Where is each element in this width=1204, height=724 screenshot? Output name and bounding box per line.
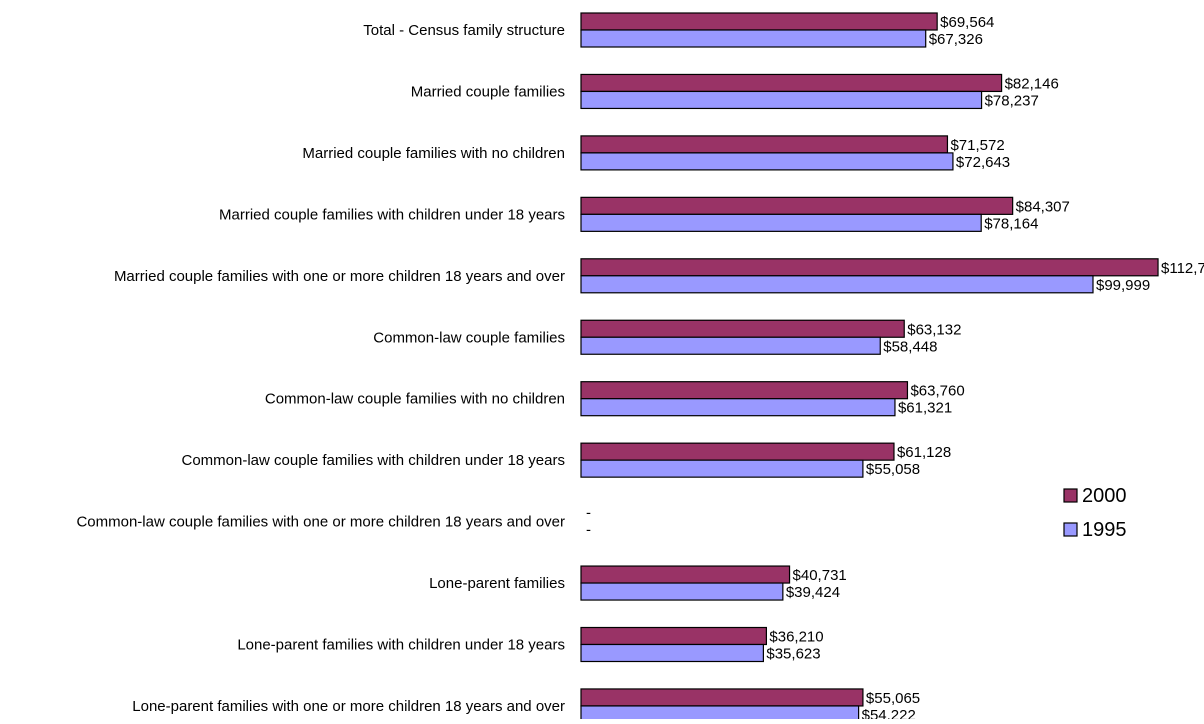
bar-1995 xyxy=(580,582,784,601)
data-label-2000: $112,701 xyxy=(1161,260,1204,277)
data-label-1995: $55,058 xyxy=(866,461,920,478)
category-label: Married couple families xyxy=(411,83,565,100)
bar-2000 xyxy=(580,688,864,707)
bar-1995 xyxy=(580,705,860,724)
bar-1995 xyxy=(580,398,896,417)
bar-2000 xyxy=(580,196,1014,215)
data-label-2000: $36,210 xyxy=(769,629,823,646)
data-label-1995: $78,237 xyxy=(985,92,1039,109)
data-label-1995: $35,623 xyxy=(766,646,820,663)
data-label-1995: $54,222 xyxy=(862,707,916,719)
bar-2000 xyxy=(580,626,767,646)
data-label-1995: $78,164 xyxy=(984,215,1038,232)
data-label-2000: $61,128 xyxy=(897,444,951,461)
bar-2000 xyxy=(580,73,1003,93)
data-label-1995: $72,643 xyxy=(956,154,1010,171)
data-label-2000: $71,572 xyxy=(950,137,1004,154)
legend: 2000 1995 xyxy=(1063,485,1127,541)
category-label: Common-law couple families with children… xyxy=(181,452,565,469)
category-label: Common-law couple families with no child… xyxy=(265,391,565,408)
legend-label-1995: 1995 xyxy=(1082,519,1127,541)
bar-1995 xyxy=(580,213,982,232)
bar-2000 xyxy=(580,135,949,154)
category-label: Married couple families with no children xyxy=(302,145,565,162)
category-label: Lone-parent families with children under… xyxy=(237,637,565,654)
data-label-2000: $55,065 xyxy=(866,690,920,707)
data-label-1995: $67,326 xyxy=(929,31,983,48)
legend-swatch-2000 xyxy=(1063,488,1078,503)
data-label-1995: - xyxy=(586,522,591,539)
data-label-2000: $63,760 xyxy=(910,383,964,400)
category-label: Married couple families with children un… xyxy=(219,206,565,223)
data-label-2000: $69,564 xyxy=(940,14,994,31)
data-label-2000: - xyxy=(586,505,591,522)
data-label-1995: $58,448 xyxy=(883,338,937,355)
bar-1995 xyxy=(580,275,1094,294)
bar-1995 xyxy=(580,152,954,171)
bar-1995 xyxy=(580,459,864,478)
data-label-1995: $39,424 xyxy=(786,584,840,601)
category-label: Lone-parent families xyxy=(429,575,565,592)
data-label-1995: $61,321 xyxy=(898,400,952,417)
data-label-2000: $63,132 xyxy=(907,321,961,338)
legend-swatch-1995 xyxy=(1063,522,1078,537)
bar-2000 xyxy=(580,12,938,31)
bar-1995 xyxy=(580,29,927,48)
bar-1995 xyxy=(580,90,983,110)
category-label: Common-law couple families with one or m… xyxy=(76,514,565,531)
category-label: Lone-parent families with one or more ch… xyxy=(132,698,565,715)
bar-2000 xyxy=(580,319,905,338)
bar-2000 xyxy=(580,258,1159,277)
bar-2000 xyxy=(580,442,895,461)
bar-2000 xyxy=(580,381,909,400)
bar-2000 xyxy=(580,565,791,584)
data-label-1995: $99,999 xyxy=(1096,277,1150,294)
legend-label-2000: 2000 xyxy=(1082,485,1127,507)
bar-1995 xyxy=(580,336,881,355)
data-label-2000: $84,307 xyxy=(1016,198,1070,215)
category-label: Common-law couple families xyxy=(373,329,565,346)
bar-1995 xyxy=(580,643,764,663)
category-label: Married couple families with one or more… xyxy=(114,268,565,285)
data-label-2000: $40,731 xyxy=(793,567,847,584)
data-label-2000: $82,146 xyxy=(1005,75,1059,92)
category-label: Total - Census family structure xyxy=(363,22,565,39)
